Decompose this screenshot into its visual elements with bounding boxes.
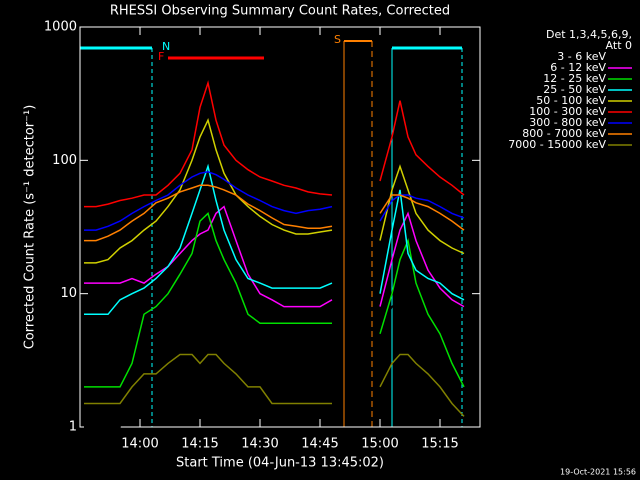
annotation: F <box>158 50 164 63</box>
annotation: S <box>334 33 341 46</box>
x-tick-label: 14:00 <box>121 437 158 452</box>
x-axis-label: Start Time (04-Jun-13 13:45:02) <box>176 456 384 471</box>
legend-label: 12 - 25 keV <box>543 72 606 85</box>
series-line <box>84 205 465 308</box>
series-line <box>84 171 465 231</box>
chart-title: RHESSI Observing Summary Count Rates, Co… <box>110 4 450 19</box>
y-tick-label: 1000 <box>44 20 77 35</box>
x-tick-label: 14:45 <box>301 437 338 452</box>
series-line <box>84 353 465 417</box>
legend-label: 7000 - 15000 keV <box>508 138 606 151</box>
y-tick-label: 100 <box>52 153 77 168</box>
legend-label: 3 - 6 keV <box>557 50 606 63</box>
x-tick-label: 14:15 <box>181 437 218 452</box>
series-line <box>84 184 465 242</box>
annotation: N <box>162 40 170 53</box>
series-line <box>84 212 465 388</box>
series-line <box>84 219 465 428</box>
series-line <box>84 118 465 264</box>
period-markers: N F S <box>80 33 463 427</box>
y-tick-label: 10 <box>60 286 77 301</box>
x-tick-label: 14:30 <box>241 437 278 452</box>
x-tick-label: 15:15 <box>421 437 458 452</box>
series-line <box>84 80 465 208</box>
series-line <box>84 163 465 316</box>
footer: 19-Oct-2021 15:56 <box>560 468 636 477</box>
legend-label: 800 - 7000 keV <box>522 127 606 140</box>
y-tick-label: 1 <box>69 420 77 435</box>
legend-title: Det 1,3,4,5,6,9, <box>546 28 632 41</box>
legend-label: 100 - 300 keV <box>529 105 606 118</box>
legend-label: 300 - 800 keV <box>529 116 606 129</box>
legend-label: 50 - 100 keV <box>536 94 606 107</box>
legend-title: Att 0 <box>606 39 632 52</box>
legend-label: 25 - 50 keV <box>543 83 606 96</box>
x-tick-label: 15:00 <box>361 437 398 452</box>
y-axis-label: Corrected Count Rate (s⁻¹ detector⁻¹) <box>23 105 38 350</box>
legend-label: 6 - 12 keV <box>550 61 606 74</box>
plot-frame <box>79 26 481 428</box>
